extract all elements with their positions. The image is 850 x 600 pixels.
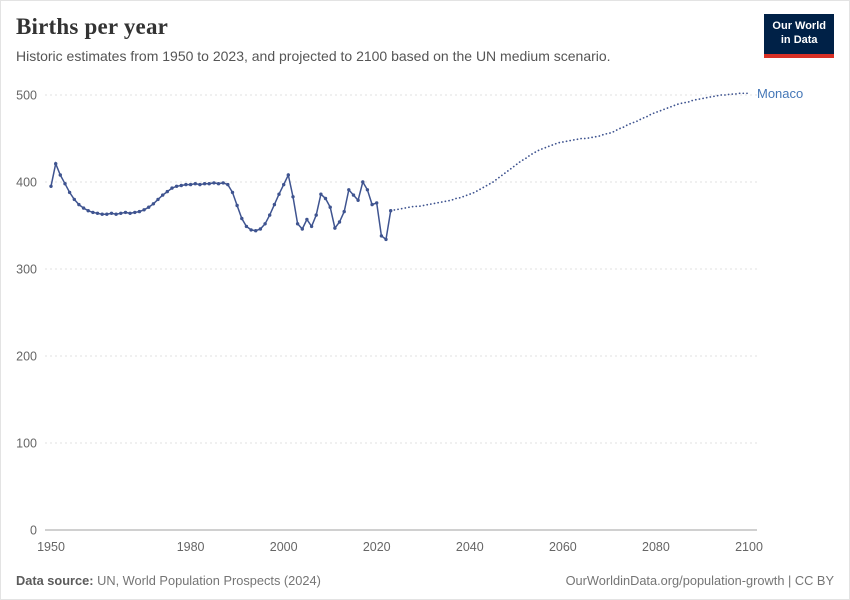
x-tick-label: 2100 <box>735 540 763 554</box>
gridlines: 0 100 200 300 400 500 <box>16 89 757 538</box>
owid-logo[interactable]: Our World in Data <box>764 14 834 58</box>
x-axis-labels: 1950 1980 2000 2020 2040 2060 2080 2100 <box>37 540 763 554</box>
y-tick-label: 0 <box>30 524 37 538</box>
owid-logo-line1: Our World <box>772 20 826 32</box>
owid-logo-line2: in Data <box>780 34 818 47</box>
historic-line <box>50 161 392 241</box>
y-tick-label: 200 <box>16 350 37 364</box>
x-tick-label: 1980 <box>177 540 205 554</box>
y-tick-label: 300 <box>16 263 37 277</box>
x-tick-label: 2040 <box>456 540 484 554</box>
x-tick-label: 1950 <box>37 540 65 554</box>
page-title: Births per year <box>16 14 169 39</box>
chart-header: Births per year Historic estimates from … <box>16 14 754 64</box>
historic-markers <box>49 162 393 242</box>
x-tick-label: 2060 <box>549 540 577 554</box>
data-source-text: UN, World Population Prospects (2024) <box>93 573 321 588</box>
data-source-label: Data source: <box>16 573 94 588</box>
data-source-note: Data source: UN, World Population Prospe… <box>16 573 321 588</box>
credit-link[interactable]: OurWorldinData.org/population-growth | C… <box>565 573 834 588</box>
y-tick-label: 100 <box>16 437 37 451</box>
projection-line <box>389 92 750 212</box>
y-tick-label: 400 <box>16 176 37 190</box>
entity-label[interactable]: Monaco <box>757 86 803 101</box>
line-chart[interactable]: 0 100 200 300 400 500 1950 1980 2000 2020 2040 2060… <box>1 79 850 561</box>
x-tick-label: 2020 <box>363 540 391 554</box>
x-tick-label: 2080 <box>642 540 670 554</box>
x-tick-label: 2000 <box>270 540 298 554</box>
y-tick-label: 500 <box>16 89 37 103</box>
chart-footer: Data source: UN, World Population Prospe… <box>16 573 834 588</box>
chart-subtitle: Historic estimates from 1950 to 2023, an… <box>16 48 611 64</box>
